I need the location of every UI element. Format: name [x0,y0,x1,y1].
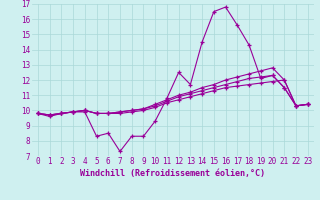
X-axis label: Windchill (Refroidissement éolien,°C): Windchill (Refroidissement éolien,°C) [80,169,265,178]
